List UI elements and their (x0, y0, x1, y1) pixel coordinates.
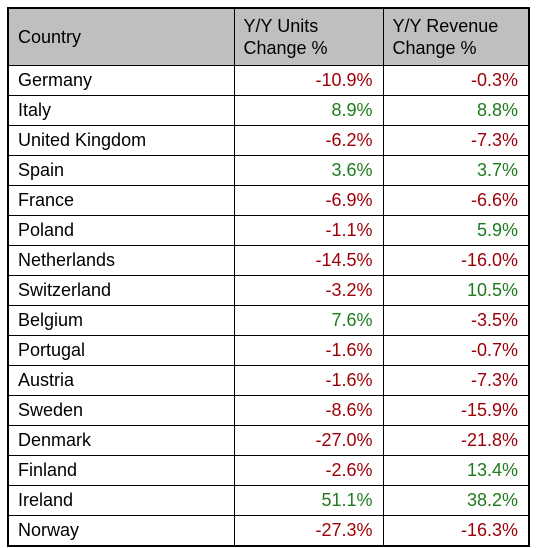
table-row: Belgium 7.6% -3.5% (7, 305, 530, 336)
header-country: Country (7, 7, 235, 66)
table-row: Germany -10.9% -0.3% (7, 65, 530, 96)
country-change-table: Country Y/Y Units Change % Y/Y Revenue C… (7, 7, 530, 547)
country-cell: Austria (7, 365, 235, 396)
table-row: Sweden -8.6% -15.9% (7, 395, 530, 426)
table-row: Denmark -27.0% -21.8% (7, 425, 530, 456)
revenue-change-cell: 38.2% (382, 485, 530, 516)
units-change-cell: 3.6% (233, 155, 384, 186)
country-cell: Finland (7, 455, 235, 486)
units-change-cell: -1.1% (233, 215, 384, 246)
country-cell: Switzerland (7, 275, 235, 306)
table-row: Portugal -1.6% -0.7% (7, 335, 530, 366)
change-table-container: Country Y/Y Units Change % Y/Y Revenue C… (7, 7, 530, 547)
header-revenue-line2: Change % (392, 38, 477, 58)
revenue-change-cell: -3.5% (382, 305, 530, 336)
revenue-change-cell: -16.3% (382, 515, 530, 547)
country-cell: Sweden (7, 395, 235, 426)
units-change-cell: -10.9% (233, 65, 384, 96)
country-cell: Poland (7, 215, 235, 246)
table-row: Finland -2.6% 13.4% (7, 455, 530, 486)
country-cell: France (7, 185, 235, 216)
units-change-cell: -8.6% (233, 395, 384, 426)
table-row: United Kingdom -6.2% -7.3% (7, 125, 530, 156)
header-units-line1: Y/Y Units (243, 16, 319, 36)
units-change-cell: -2.6% (233, 455, 384, 486)
table-row: Poland -1.1% 5.9% (7, 215, 530, 246)
table-row: Spain 3.6% 3.7% (7, 155, 530, 186)
table-header: Country Y/Y Units Change % Y/Y Revenue C… (7, 7, 530, 66)
header-revenue-line1: Y/Y Revenue (392, 16, 499, 36)
table-row: Italy 8.9% 8.8% (7, 95, 530, 126)
country-cell: Netherlands (7, 245, 235, 276)
revenue-change-cell: -0.7% (382, 335, 530, 366)
revenue-change-cell: -0.3% (382, 65, 530, 96)
header-units-line2: Change % (243, 38, 328, 58)
header-revenue-change: Y/Y Revenue Change % (382, 7, 530, 66)
revenue-change-cell: -21.8% (382, 425, 530, 456)
table-row: Norway -27.3% -16.3% (7, 515, 530, 547)
country-cell: Italy (7, 95, 235, 126)
country-cell: Portugal (7, 335, 235, 366)
header-country-label: Country (18, 27, 82, 47)
table-row: Ireland 51.1% 38.2% (7, 485, 530, 516)
table-row: France -6.9% -6.6% (7, 185, 530, 216)
country-cell: United Kingdom (7, 125, 235, 156)
revenue-change-cell: -7.3% (382, 365, 530, 396)
units-change-cell: -1.6% (233, 335, 384, 366)
header-row: Country Y/Y Units Change % Y/Y Revenue C… (7, 7, 530, 66)
units-change-cell: 7.6% (233, 305, 384, 336)
units-change-cell: 8.9% (233, 95, 384, 126)
revenue-change-cell: -15.9% (382, 395, 530, 426)
country-cell: Belgium (7, 305, 235, 336)
units-change-cell: -1.6% (233, 365, 384, 396)
units-change-cell: -6.2% (233, 125, 384, 156)
table-row: Netherlands -14.5% -16.0% (7, 245, 530, 276)
revenue-change-cell: 3.7% (382, 155, 530, 186)
units-change-cell: 51.1% (233, 485, 384, 516)
country-cell: Norway (7, 515, 235, 547)
units-change-cell: -27.3% (233, 515, 384, 547)
country-cell: Spain (7, 155, 235, 186)
revenue-change-cell: 13.4% (382, 455, 530, 486)
revenue-change-cell: -7.3% (382, 125, 530, 156)
units-change-cell: -27.0% (233, 425, 384, 456)
country-cell: Germany (7, 65, 235, 96)
revenue-change-cell: 5.9% (382, 215, 530, 246)
revenue-change-cell: 10.5% (382, 275, 530, 306)
country-cell: Ireland (7, 485, 235, 516)
revenue-change-cell: -16.0% (382, 245, 530, 276)
table-row: Austria -1.6% -7.3% (7, 365, 530, 396)
revenue-change-cell: 8.8% (382, 95, 530, 126)
units-change-cell: -6.9% (233, 185, 384, 216)
units-change-cell: -3.2% (233, 275, 384, 306)
table-row: Switzerland -3.2% 10.5% (7, 275, 530, 306)
units-change-cell: -14.5% (233, 245, 384, 276)
table-body: Germany -10.9% -0.3% Italy 8.9% 8.8% United Ki… (7, 65, 530, 547)
revenue-change-cell: -6.6% (382, 185, 530, 216)
country-cell: Denmark (7, 425, 235, 456)
header-units-change: Y/Y Units Change % (233, 7, 384, 66)
